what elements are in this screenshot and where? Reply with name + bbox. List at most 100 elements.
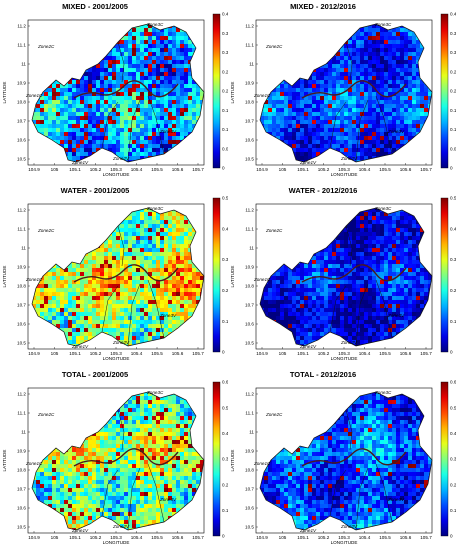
colorbar-tick-label: 0.4 xyxy=(222,431,228,436)
zone-label: Zone3C xyxy=(374,22,392,27)
region-outline xyxy=(259,23,433,163)
y-tick-label: 10.7 xyxy=(17,487,26,492)
zone-boundaries xyxy=(101,409,165,531)
y-tick-label: 11.1 xyxy=(17,227,26,232)
y-tick-label: 10.8 xyxy=(245,100,254,105)
y-tick-label: 11.1 xyxy=(245,43,254,48)
x-tick-label: 105.7 xyxy=(420,351,432,356)
x-tick-label: 105.2 xyxy=(318,167,330,172)
x-tick-label: 105.1 xyxy=(297,535,309,540)
zone-label: Zone3V xyxy=(387,129,405,134)
region-outline xyxy=(31,23,205,163)
x-tick-label: 105.4 xyxy=(131,535,143,540)
region-outline xyxy=(31,391,205,531)
x-tick-label: 105 xyxy=(279,351,287,356)
colorbar-tick-label: 0.4 xyxy=(222,226,228,231)
map-panel: MIXED - 2012/2016 Zone2C Zone3C Zone1C Zone1… xyxy=(228,0,456,182)
x-axis-label: LONGITUDE xyxy=(331,540,358,545)
river-line xyxy=(301,448,407,467)
x-axis-label: LONGITUDE xyxy=(103,172,130,177)
y-tick-label: 11 xyxy=(249,430,254,435)
x-tick-label: 105.6 xyxy=(172,351,184,356)
colorbar-tick-label: 0.3 xyxy=(450,50,456,55)
colorbar-tick-label: 0.25 xyxy=(450,69,456,74)
y-tick-label: 10.9 xyxy=(17,81,26,86)
map-canvas: Zone2C Zone3C Zone1C Zone1V Zone2V Zone3V 104.… xyxy=(230,12,456,177)
colorbar xyxy=(212,13,221,169)
y-tick-label: 10.6 xyxy=(17,506,26,511)
x-tick-label: 105.1 xyxy=(297,167,309,172)
y-axis-label: LATITUDE xyxy=(2,82,7,104)
river-line xyxy=(73,80,179,99)
colorbar-tick-label: 0.4 xyxy=(450,431,456,436)
y-tick-label: 11 xyxy=(21,246,26,251)
x-tick-label: 105.3 xyxy=(110,535,122,540)
y-tick-label: 11 xyxy=(21,62,26,67)
map-canvas: Zone2C Zone3C Zone1C Zone1V Zone2V Zone3V 104.… xyxy=(2,380,228,545)
y-tick-label: 10.9 xyxy=(245,449,254,454)
x-tick-label: 105.3 xyxy=(338,351,350,356)
colorbar-tick-label: 0.1 xyxy=(450,508,456,513)
colorbar-tick-label: 0 xyxy=(450,534,453,539)
x-tick-label: 105.2 xyxy=(90,167,102,172)
x-tick-label: 105.1 xyxy=(69,167,81,172)
zone-label: Zone2V xyxy=(340,524,358,529)
x-axis-label: LONGITUDE xyxy=(331,172,358,177)
colorbar-tick-label: 0.4 xyxy=(222,12,228,17)
zone-label: Zone3V xyxy=(159,313,177,318)
y-tick-label: 10.9 xyxy=(17,449,26,454)
x-axis-label: LONGITUDE xyxy=(331,356,358,361)
y-tick-label: 10.6 xyxy=(17,138,26,143)
x-tick-label: 105 xyxy=(51,351,59,356)
x-tick-label: 105.7 xyxy=(192,351,204,356)
map-canvas: Zone2C Zone3C Zone1C Zone1V Zone2V Zone3V 104.… xyxy=(2,12,228,177)
y-tick-label: 11 xyxy=(249,62,254,67)
x-tick-label: 105.7 xyxy=(192,535,204,540)
x-tick-label: 104.9 xyxy=(256,167,268,172)
zone-label: Zone2C xyxy=(37,412,55,417)
panel-title: TOTAL - 2001/2005 xyxy=(61,370,129,379)
zone-boundaries xyxy=(329,409,393,531)
zone-label: Zone2V xyxy=(112,524,130,529)
y-tick-label: 10.6 xyxy=(245,322,254,327)
zone-label: Zone1C xyxy=(253,277,271,282)
y-tick-label: 10.5 xyxy=(17,157,26,162)
zone-label: Zone2C xyxy=(265,44,283,49)
zone-label: Zone3C xyxy=(374,390,392,395)
y-tick-label: 11.2 xyxy=(17,392,26,397)
y-tick-label: 10.8 xyxy=(245,284,254,289)
x-tick-label: 105.3 xyxy=(110,167,122,172)
x-tick-label: 105 xyxy=(279,167,287,172)
colorbar xyxy=(440,13,449,169)
colorbar-tick-label: 0.6 xyxy=(450,380,456,385)
y-axis-label: LATITUDE xyxy=(230,450,235,472)
y-tick-label: 11.2 xyxy=(245,208,254,213)
zone-label: Zone2C xyxy=(37,44,55,49)
y-tick-label: 10.9 xyxy=(245,265,254,270)
colorbar-tick-label: 0.2 xyxy=(222,482,228,487)
x-tick-label: 105.5 xyxy=(151,351,163,356)
colorbar-tick-label: 0 xyxy=(222,350,225,355)
x-tick-label: 105.1 xyxy=(69,351,81,356)
colorbar-tick-label: 0.3 xyxy=(222,257,228,262)
colorbar-tick-label: 0.1 xyxy=(222,127,228,132)
x-tick-label: 105.2 xyxy=(90,351,102,356)
colorbar-tick-label: 0.15 xyxy=(450,108,456,113)
x-tick-label: 105 xyxy=(279,535,287,540)
y-tick-label: 11.1 xyxy=(245,227,254,232)
zone-label: Zone3V xyxy=(159,129,177,134)
y-tick-label: 11.1 xyxy=(17,43,26,48)
y-tick-label: 11.1 xyxy=(245,411,254,416)
x-tick-label: 104.9 xyxy=(28,351,40,356)
y-tick-label: 10.5 xyxy=(17,525,26,530)
x-tick-label: 105 xyxy=(51,167,59,172)
colorbar-tick-label: 0.3 xyxy=(222,457,228,462)
zone-label: Zone1V xyxy=(299,528,317,533)
zone-label: Zone2C xyxy=(265,228,283,233)
region-outline xyxy=(259,207,433,347)
zone-label: Zone2C xyxy=(265,412,283,417)
map-canvas: Zone2C Zone3C Zone1C Zone1V Zone2V Zone3V 104.… xyxy=(2,196,228,361)
zone-label: Zone2V xyxy=(340,156,358,161)
y-tick-label: 10.6 xyxy=(245,138,254,143)
zone-label: Zone1V xyxy=(71,160,89,165)
